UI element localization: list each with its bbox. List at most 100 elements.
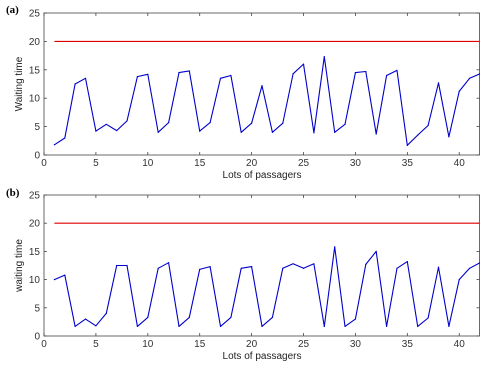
data-point (178, 72, 180, 74)
y-tick-label: 20 (29, 37, 41, 48)
data-point (375, 133, 377, 135)
x-axis-label: Lots of passagers (223, 351, 302, 362)
data-point (469, 77, 471, 79)
data-point (126, 264, 128, 267)
x-tick-label: 20 (246, 158, 258, 169)
data-point (302, 267, 305, 269)
y-tick-label: 20 (29, 219, 41, 230)
plot-frame (43, 12, 480, 156)
data-point (334, 246, 336, 248)
x-tick-label: 20 (246, 339, 258, 350)
series-line (54, 246, 480, 327)
data-point (136, 76, 139, 78)
data-point (417, 134, 419, 136)
y-tick-label: 0 (34, 332, 40, 343)
data-point (365, 70, 367, 73)
data-point (178, 325, 180, 328)
x-tick-label: 5 (93, 158, 99, 169)
data-point (271, 131, 273, 133)
x-tick-label: 0 (41, 158, 47, 169)
data-point (116, 264, 118, 267)
y-tick-label: 0 (34, 151, 40, 162)
data-point (188, 316, 190, 318)
data-point (147, 316, 149, 318)
y-tick-label: 10 (29, 94, 41, 105)
y-tick-label: 5 (34, 303, 40, 314)
x-tick-label: 15 (194, 339, 206, 350)
x-tick-label: 35 (402, 158, 414, 169)
y-axis-label: Waiting time (14, 56, 25, 111)
data-point (271, 316, 273, 318)
data-point (230, 316, 232, 318)
data-point (116, 129, 118, 132)
data-point (437, 266, 440, 268)
data-point (147, 73, 149, 75)
data-point (396, 267, 398, 269)
x-tick-label: 35 (402, 339, 414, 350)
data-point (396, 69, 398, 71)
data-point (313, 263, 315, 265)
data-point (105, 312, 107, 315)
x-tick-label: 10 (142, 158, 154, 169)
data-point (188, 70, 190, 72)
data-point (427, 317, 429, 319)
data-point (126, 120, 128, 122)
data-point (437, 82, 440, 84)
data-point (282, 267, 284, 269)
data-point (219, 77, 222, 79)
data-point (199, 130, 201, 132)
x-tick-label: 10 (142, 339, 154, 350)
panel-label: (b) (6, 187, 20, 199)
data-point (53, 279, 55, 281)
plot-frame (43, 194, 480, 337)
data-point (469, 267, 471, 269)
data-point (251, 122, 253, 124)
data-point (448, 136, 450, 138)
data-point (84, 318, 87, 320)
data-point (95, 130, 97, 132)
data-point (199, 268, 201, 271)
data-point (458, 90, 460, 92)
x-tick-label: 5 (93, 339, 99, 350)
data-point (167, 122, 170, 124)
y-tick-label: 5 (34, 122, 40, 133)
data-point (354, 72, 357, 74)
data-point (167, 262, 170, 264)
data-point (406, 260, 408, 263)
data-point (354, 318, 357, 320)
data-point (344, 123, 346, 125)
data-point (84, 77, 87, 79)
data-point (417, 325, 419, 328)
data-point (385, 325, 388, 328)
data-point (302, 63, 305, 65)
x-tick-label: 30 (350, 339, 362, 350)
data-point (375, 250, 377, 252)
data-point (385, 74, 388, 77)
data-point (74, 83, 76, 85)
data-point (292, 73, 294, 75)
data-point (230, 74, 232, 77)
x-tick-label: 30 (350, 158, 362, 169)
data-point (219, 325, 222, 328)
data-point (53, 144, 55, 146)
data-point (95, 325, 97, 327)
data-point (105, 123, 107, 125)
data-point (427, 124, 429, 127)
y-tick-label: 15 (29, 65, 41, 76)
x-tick-label: 25 (298, 339, 310, 350)
x-tick-label: 40 (454, 158, 466, 169)
data-point (448, 325, 450, 328)
data-point (282, 122, 284, 124)
data-point (157, 131, 159, 133)
data-point (344, 325, 346, 328)
data-point (261, 85, 263, 87)
data-point (240, 131, 242, 133)
data-point (209, 122, 211, 124)
x-tick-label: 25 (298, 158, 310, 169)
data-point (292, 263, 294, 265)
data-point (251, 266, 253, 268)
y-tick-label: 10 (29, 275, 41, 286)
